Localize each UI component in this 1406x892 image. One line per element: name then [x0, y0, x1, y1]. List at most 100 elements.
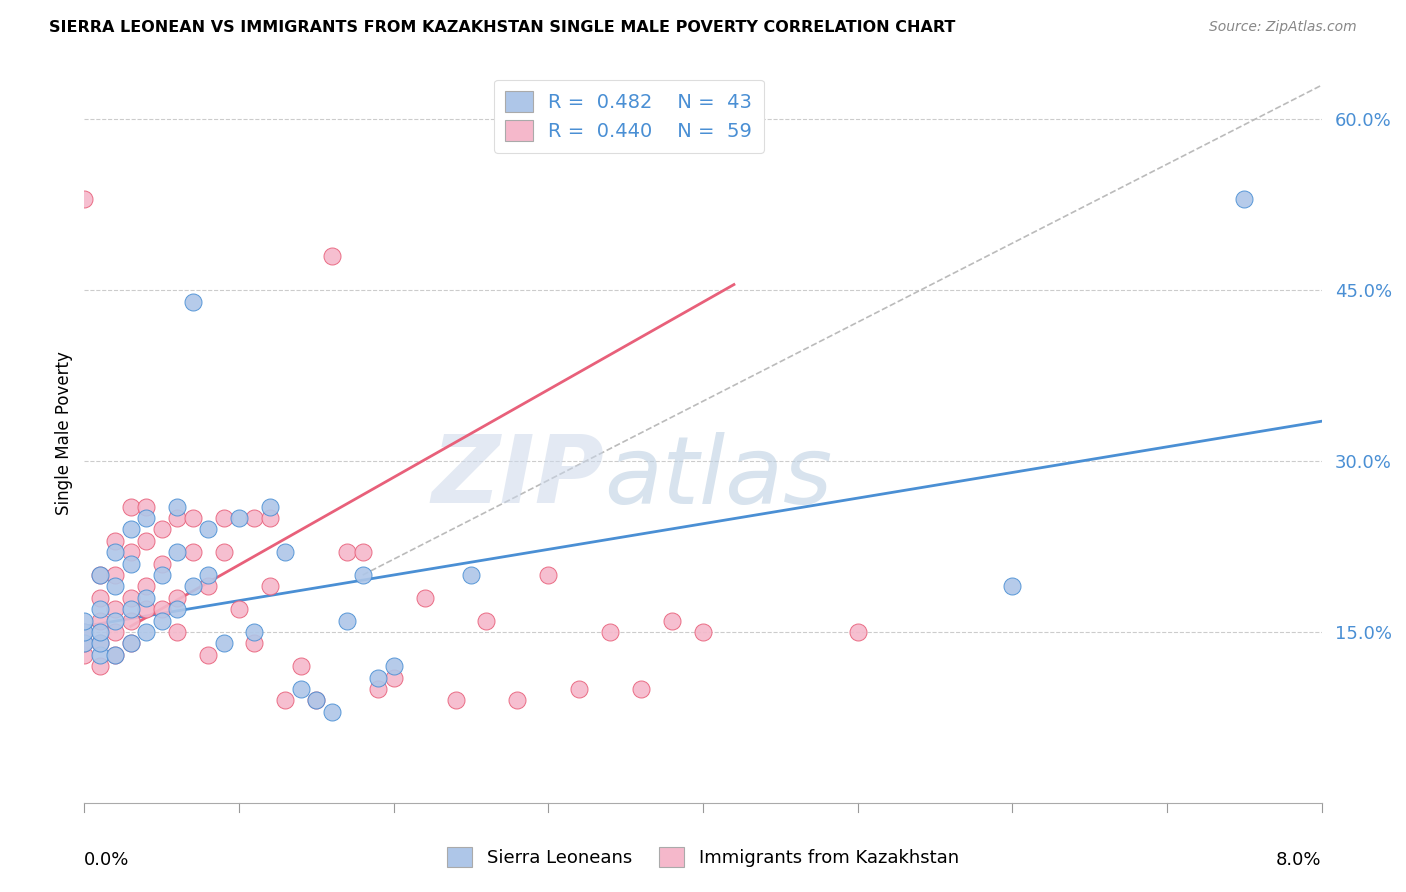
Point	[135, 579, 157, 593]
Point	[336, 545, 359, 559]
Point	[352, 568, 374, 582]
Text: Source: ZipAtlas.com: Source: ZipAtlas.com	[1209, 20, 1357, 34]
Point	[197, 523, 219, 537]
Point	[181, 579, 204, 593]
Point	[197, 568, 219, 582]
Point	[166, 545, 188, 559]
Legend: R =  0.482    N =  43, R =  0.440    N =  59: R = 0.482 N = 43, R = 0.440 N = 59	[494, 79, 763, 153]
Point	[150, 557, 173, 571]
Point	[1233, 192, 1256, 206]
Point	[274, 545, 297, 559]
Point	[120, 545, 142, 559]
Point	[243, 636, 266, 650]
Point	[89, 568, 111, 582]
Y-axis label: Single Male Poverty: Single Male Poverty	[55, 351, 73, 515]
Point	[243, 511, 266, 525]
Point	[73, 624, 96, 639]
Point	[166, 602, 188, 616]
Point	[73, 636, 96, 650]
Point	[305, 693, 328, 707]
Point	[104, 602, 127, 616]
Point	[444, 693, 467, 707]
Point	[259, 579, 281, 593]
Point	[181, 511, 204, 525]
Point	[135, 511, 157, 525]
Point	[73, 192, 96, 206]
Point	[104, 533, 127, 548]
Point	[89, 636, 111, 650]
Point	[197, 579, 219, 593]
Point	[197, 648, 219, 662]
Point	[73, 614, 96, 628]
Point	[599, 624, 621, 639]
Point	[630, 681, 652, 696]
Point	[120, 602, 142, 616]
Point	[89, 591, 111, 605]
Point	[661, 614, 683, 628]
Point	[166, 500, 188, 514]
Point	[120, 614, 142, 628]
Point	[846, 624, 869, 639]
Point	[104, 648, 127, 662]
Point	[89, 568, 111, 582]
Point	[135, 591, 157, 605]
Point	[89, 636, 111, 650]
Text: 0.0%: 0.0%	[84, 851, 129, 869]
Point	[367, 671, 389, 685]
Point	[367, 681, 389, 696]
Point	[73, 636, 96, 650]
Point	[290, 681, 312, 696]
Point	[104, 579, 127, 593]
Point	[475, 614, 498, 628]
Point	[166, 591, 188, 605]
Point	[135, 624, 157, 639]
Point	[120, 636, 142, 650]
Point	[274, 693, 297, 707]
Point	[537, 568, 560, 582]
Point	[150, 523, 173, 537]
Point	[104, 648, 127, 662]
Text: atlas: atlas	[605, 432, 832, 523]
Point	[104, 545, 127, 559]
Legend: Sierra Leoneans, Immigrants from Kazakhstan: Sierra Leoneans, Immigrants from Kazakhs…	[440, 839, 966, 874]
Point	[150, 614, 173, 628]
Point	[460, 568, 482, 582]
Point	[228, 511, 250, 525]
Point	[212, 511, 235, 525]
Point	[181, 545, 204, 559]
Point	[166, 511, 188, 525]
Text: 8.0%: 8.0%	[1277, 851, 1322, 869]
Point	[104, 568, 127, 582]
Text: SIERRA LEONEAN VS IMMIGRANTS FROM KAZAKHSTAN SINGLE MALE POVERTY CORRELATION CHA: SIERRA LEONEAN VS IMMIGRANTS FROM KAZAKH…	[49, 20, 956, 35]
Point	[259, 511, 281, 525]
Point	[120, 500, 142, 514]
Point	[290, 659, 312, 673]
Point	[228, 602, 250, 616]
Point	[73, 624, 96, 639]
Point	[150, 602, 173, 616]
Point	[120, 636, 142, 650]
Point	[120, 523, 142, 537]
Point	[352, 545, 374, 559]
Point	[181, 294, 204, 309]
Point	[120, 591, 142, 605]
Text: ZIP: ZIP	[432, 431, 605, 523]
Point	[305, 693, 328, 707]
Point	[104, 624, 127, 639]
Point	[104, 614, 127, 628]
Point	[89, 624, 111, 639]
Point	[336, 614, 359, 628]
Point	[89, 602, 111, 616]
Point	[243, 624, 266, 639]
Point	[135, 533, 157, 548]
Point	[150, 568, 173, 582]
Point	[89, 648, 111, 662]
Point	[212, 545, 235, 559]
Point	[212, 636, 235, 650]
Point	[1001, 579, 1024, 593]
Point	[321, 249, 343, 263]
Point	[120, 557, 142, 571]
Point	[73, 648, 96, 662]
Point	[568, 681, 591, 696]
Point	[692, 624, 714, 639]
